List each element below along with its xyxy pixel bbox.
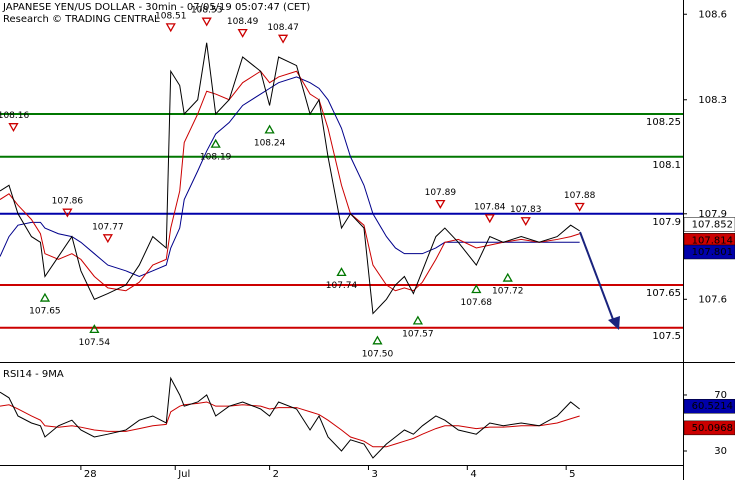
marker-label: 108.24	[254, 138, 286, 148]
marker-up	[336, 267, 347, 277]
indicator-title: RSI14 - 9MA	[3, 369, 64, 380]
last-value-box	[683, 420, 735, 436]
level-label: 107.9	[652, 217, 681, 228]
marker-up	[412, 315, 424, 325]
forecast-arrowhead	[608, 316, 620, 330]
marker-down	[277, 34, 289, 44]
marker-up	[39, 292, 51, 302]
level-label: 108.25	[646, 117, 681, 128]
y-tick-label: 107.6	[698, 294, 727, 305]
marker-down	[165, 23, 176, 33]
marker-label: 108.16	[0, 111, 29, 121]
marker-label: 107.77	[92, 222, 124, 232]
level-label: 107.65	[646, 288, 681, 299]
marker-down	[8, 123, 19, 132]
chart-subtitle: Research © TRADING CENTRAL	[3, 14, 160, 25]
x-tick-label: 28	[84, 469, 97, 480]
marker-up	[372, 335, 383, 345]
y-tick-label: 30	[714, 446, 727, 457]
y-tick-label: 107.9	[698, 209, 727, 220]
last-value-box	[683, 244, 735, 260]
x-tick-label: 5	[569, 469, 575, 480]
level-label: 107.5	[652, 331, 681, 342]
last-value-label: 107.801	[692, 247, 733, 258]
x-tick-label: 4	[470, 469, 476, 480]
marker-label: 107.89	[425, 188, 457, 198]
marker-label: 108.19	[200, 153, 232, 163]
x-tick-label: 3	[371, 469, 377, 480]
marker-down	[102, 234, 113, 244]
marker-label: 108.53	[191, 6, 223, 16]
marker-down	[62, 208, 73, 218]
y-tick-label: 108.3	[698, 95, 727, 106]
marker-label: 107.50	[362, 349, 394, 359]
marker-down	[520, 217, 531, 227]
series-line	[0, 376, 580, 459]
x-tick-label: 2	[273, 469, 279, 480]
marker-down	[201, 17, 212, 27]
marker-label: 107.86	[52, 197, 84, 207]
y-tick-label: 108.6	[698, 9, 727, 20]
x-tick-label: Jul	[177, 469, 190, 480]
y-tick-label: 70	[714, 390, 727, 401]
marker-up	[89, 324, 100, 334]
last-value-box	[683, 217, 735, 232]
marker-label: 107.68	[461, 298, 493, 308]
last-value-label: 50.0968	[692, 423, 733, 434]
marker-up	[471, 284, 482, 294]
marker-label: 107.84	[474, 202, 506, 212]
marker-up	[264, 124, 275, 134]
marker-label: 108.47	[267, 23, 299, 33]
marker-label: 107.65	[29, 307, 61, 317]
marker-label: 108.49	[227, 17, 259, 27]
last-value-label: 60.5214	[692, 401, 733, 412]
marker-down	[435, 199, 446, 209]
last-value-label: 107.852	[692, 219, 733, 230]
marker-up	[502, 272, 513, 282]
marker-label: 107.88	[564, 191, 596, 201]
marker-label: 107.72	[492, 287, 524, 297]
marker-label: 107.83	[510, 205, 542, 215]
chart-title: JAPANESE YEN/US DOLLAR - 30min - 07/05/1…	[2, 2, 310, 13]
plot-layer: 108.6108.3107.9107.6108.25108.1107.9107.…	[0, 6, 735, 480]
marker-label: 108.51	[155, 11, 187, 21]
level-label: 108.1	[652, 160, 681, 171]
marker-label: 107.54	[79, 338, 111, 348]
marker-label: 107.74	[326, 281, 358, 291]
marker-down	[237, 28, 248, 38]
series-line	[0, 76, 580, 278]
last-value-box	[683, 398, 735, 414]
forecast-arrow	[579, 231, 615, 323]
marker-label: 107.57	[402, 329, 434, 339]
series-line	[0, 42, 580, 315]
marker-down	[484, 214, 495, 224]
marker-down	[574, 202, 585, 212]
last-value-label: 107.814	[692, 235, 733, 246]
marker-up	[210, 138, 221, 148]
